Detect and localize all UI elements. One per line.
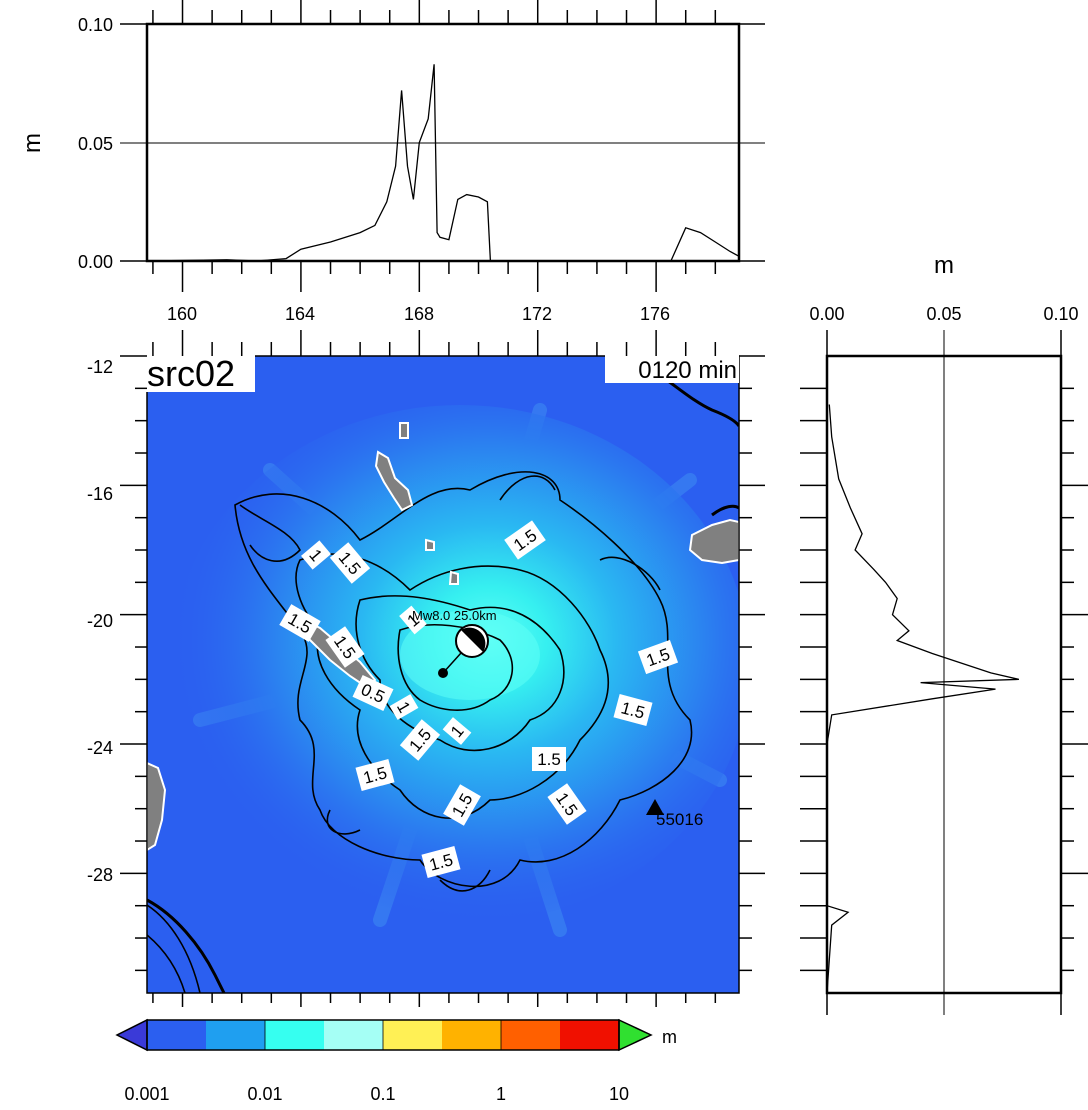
islet xyxy=(448,570,459,585)
right-series-panel: m 0.00 0.05 0.10 xyxy=(800,252,1088,1015)
map-title: src02 xyxy=(147,353,235,394)
time-label-box xyxy=(605,353,739,383)
right-y-ticks xyxy=(800,387,1088,972)
map-title-box xyxy=(142,353,255,392)
top-ytick-label: 0.00 xyxy=(78,252,113,272)
map-ytick-label: -20 xyxy=(87,611,113,631)
colorbar-tick-label: 1 xyxy=(496,1084,506,1104)
coastline-southwest xyxy=(147,898,226,993)
station-triangle-icon xyxy=(646,799,664,815)
colorbar-tick-label: 10 xyxy=(609,1084,629,1104)
focal-mechanism-icon xyxy=(455,624,489,658)
top-ytick-label: 0.10 xyxy=(78,15,113,35)
colorbar-over-triangle xyxy=(618,1018,653,1052)
contour-value-labels: 1.5 1 1.5 1.5 1.5 0.5 1 1 1.5 1 1.5 1.5 … xyxy=(279,520,679,878)
right-xtick-label: 0.10 xyxy=(1043,304,1078,324)
top-xtick-label: 172 xyxy=(522,304,552,324)
map-field xyxy=(147,356,739,993)
island-fiji xyxy=(688,518,739,565)
island-vanuatu xyxy=(374,450,414,512)
top-y-axis: 0.00 0.05 0.10 xyxy=(78,15,765,272)
colorbar-swatch xyxy=(206,1020,266,1050)
top-xtick-label: 168 xyxy=(404,304,434,324)
epicenter-marker xyxy=(438,668,448,678)
top-xtick-label: 160 xyxy=(167,304,197,324)
colorbar-swatch xyxy=(560,1020,620,1050)
colorbar-swatch xyxy=(324,1020,384,1050)
colorbar-swatch xyxy=(501,1020,561,1050)
colorbar: m 0.001 0.01 0.1 1 10 xyxy=(115,1018,677,1104)
map-y-ticks xyxy=(120,355,765,972)
contour-lines xyxy=(147,471,693,993)
top-xtick-label: 164 xyxy=(285,304,315,324)
top-x-ticks xyxy=(152,0,717,292)
colorbar-tick-label: 0.001 xyxy=(124,1084,169,1104)
landmass-australia-edge xyxy=(147,761,167,852)
islet xyxy=(425,538,435,551)
right-series-line xyxy=(826,404,1020,994)
colorbar-unit: m xyxy=(662,1027,677,1047)
map-y-axis: -12 -16 -20 -24 -28 xyxy=(87,357,113,885)
map-panel: src02 0120 min -12 -16 -20 -24 -28 1.5 1… xyxy=(87,330,765,1007)
colorbar-under-triangle xyxy=(115,1018,148,1052)
top-ytick-label: 0.05 xyxy=(78,134,113,154)
top-series-line xyxy=(146,64,740,262)
right-panel-xlabel: m xyxy=(934,252,954,279)
map-ytick-label: -16 xyxy=(87,484,113,504)
station-label: 55016 xyxy=(656,810,703,829)
colorbar-tick-label: 0.1 xyxy=(370,1084,395,1104)
top-x-labels: 160 164 168 172 176 xyxy=(167,304,670,324)
time-label: 0120 min xyxy=(638,357,737,384)
colorbar-swatch xyxy=(265,1020,325,1050)
colorbar-swatch xyxy=(442,1020,502,1050)
top-panel-ylabel: m xyxy=(19,133,46,153)
map-ytick-label: -24 xyxy=(87,738,113,758)
colorbar-swatch xyxy=(383,1020,443,1050)
map-ytick-label: -12 xyxy=(87,357,113,377)
source-label: Mw8.0 25.0km xyxy=(412,608,497,623)
map-x-ticks xyxy=(152,330,717,1007)
islet xyxy=(399,422,409,439)
right-xtick-label: 0.00 xyxy=(809,304,844,324)
colorbar-blocks xyxy=(147,1020,620,1050)
colorbar-frame xyxy=(146,1019,620,1051)
colorbar-tick-label: 0.01 xyxy=(247,1084,282,1104)
contour-label: 1.5 xyxy=(537,750,561,769)
map-frame xyxy=(146,355,740,994)
top-xtick-label: 176 xyxy=(640,304,670,324)
map-ytick-label: -28 xyxy=(87,865,113,885)
right-xtick-label: 0.05 xyxy=(926,304,961,324)
top-series-panel: 0.00 0.05 0.10 m 160 164 168 172 176 xyxy=(19,0,765,324)
coastline-fiji xyxy=(711,504,739,517)
colorbar-swatch xyxy=(147,1020,207,1050)
